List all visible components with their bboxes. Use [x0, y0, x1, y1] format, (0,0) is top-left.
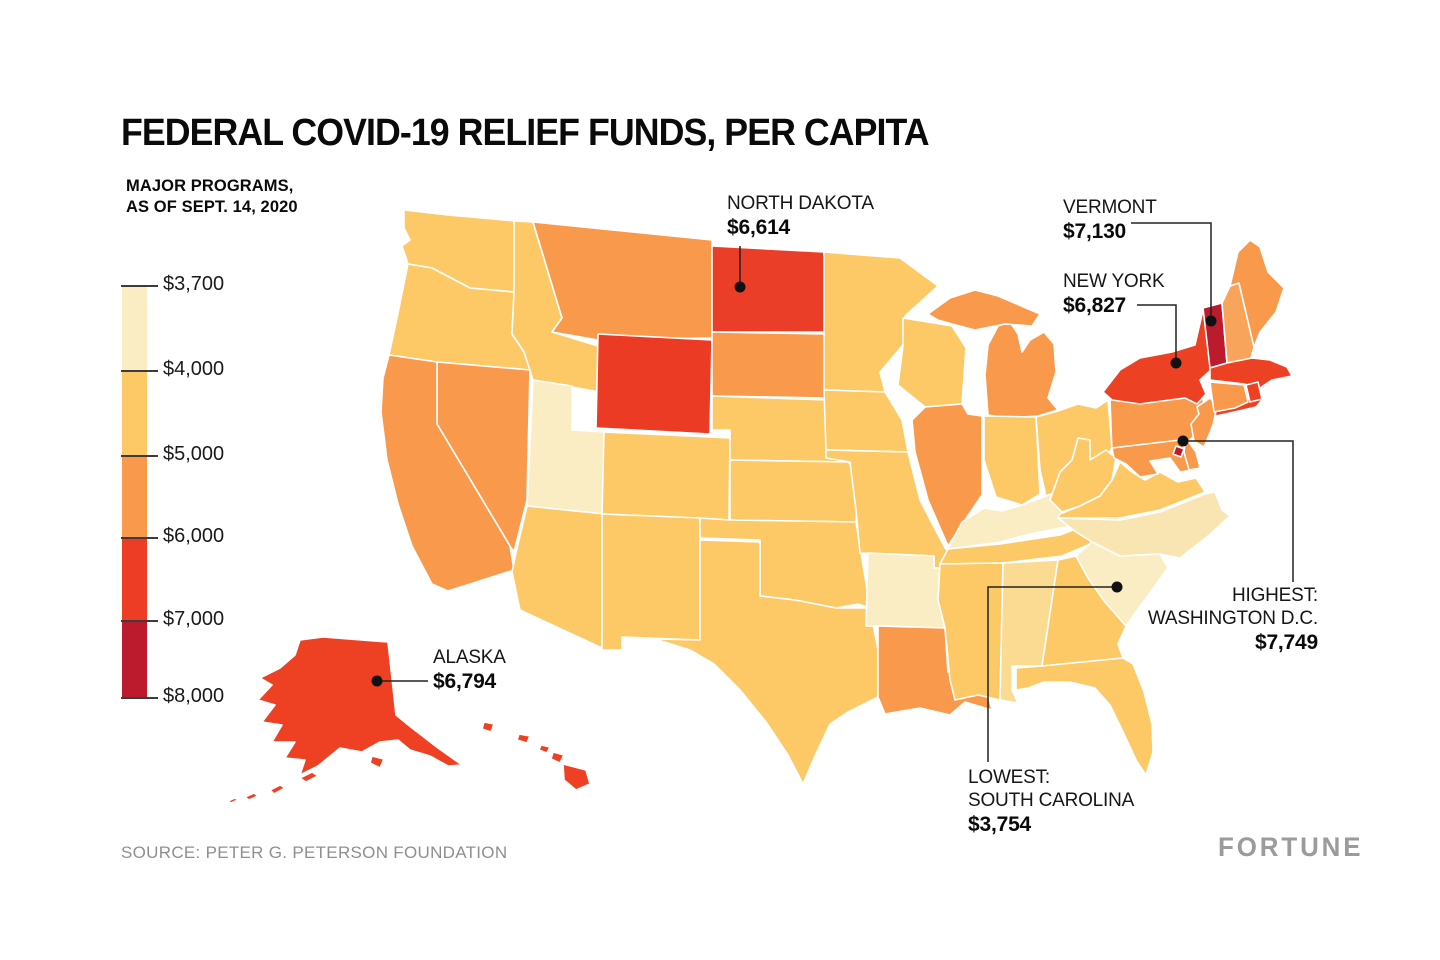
dot-north-dakota [734, 281, 746, 293]
state-IA [823, 389, 909, 453]
annotation-north-dakota: NORTH DAKOTA $6,614 [727, 192, 874, 240]
annotation-value: $7,130 [1063, 220, 1127, 243]
fortune-logo: FORTUNE [1218, 832, 1364, 862]
annotation-prefix: HIGHEST: [1231, 585, 1318, 606]
state-UT [526, 379, 607, 515]
state-NM [601, 513, 701, 651]
state-SD [711, 331, 829, 399]
annotation-state-name: NORTH DAKOTA [727, 193, 874, 214]
leader-new-york [1137, 304, 1177, 363]
leader-dots [371, 281, 1217, 687]
state-AZ [511, 505, 605, 649]
annotation-value: $6,827 [1063, 294, 1127, 317]
annotation-vermont: VERMONT $7,130 [1063, 196, 1157, 244]
dot-south-carolina [1111, 581, 1123, 593]
state-AK [227, 636, 463, 804]
annotation-south-carolina: LOWEST: SOUTH CAROLINA $3,754 [968, 766, 1134, 837]
dot-new-york [1170, 357, 1182, 369]
state-MT [532, 221, 713, 341]
annotation-value: $6,794 [433, 670, 497, 693]
leader-south-carolina [987, 586, 1117, 762]
state-ND [711, 245, 827, 333]
leader-washington-dc [1183, 440, 1294, 582]
source-credit: SOURCE: PETER G. PETERSON FOUNDATION [121, 843, 508, 862]
state-WY [595, 333, 713, 435]
state-WI [897, 317, 967, 408]
state-CA [380, 354, 515, 592]
annotation-prefix: LOWEST: [968, 767, 1051, 788]
state-CO [601, 431, 731, 521]
state-FL [1015, 657, 1154, 776]
annotation-state-name: WASHINGTON D.C. [1147, 608, 1318, 629]
subtitle-line-1: MAJOR PROGRAMS, [126, 177, 294, 195]
dot-vermont [1205, 315, 1217, 327]
leader-vermont [1131, 222, 1212, 321]
state-CT [1209, 381, 1249, 413]
subtitle-line-2: AS OF SEPT. 14, 2020 [126, 198, 298, 216]
state-TX [654, 539, 879, 785]
state-NC [1057, 491, 1231, 559]
annotation-value: $7,749 [1254, 631, 1318, 654]
state-DC [1172, 445, 1185, 458]
state-MI [927, 289, 1059, 419]
state-VA [1057, 461, 1206, 519]
state-HI [481, 721, 591, 791]
state-MA [1209, 357, 1293, 389]
leader-lines [377, 222, 1294, 762]
annotation-state-name: NEW YORK [1063, 271, 1165, 292]
annotation-alaska: ALASKA $6,794 [433, 646, 506, 694]
state-IN [983, 415, 1041, 506]
annotation-state-name: SOUTH CAROLINA [968, 790, 1135, 811]
dot-alaska [371, 675, 383, 687]
annotation-state-name: ALASKA [433, 647, 506, 668]
annotation-value: $6,614 [727, 216, 791, 239]
state-ME [1229, 239, 1285, 348]
annotation-washington-dc: HIGHEST: WASHINGTON D.C. $7,749 [1148, 584, 1318, 655]
subtitle: MAJOR PROGRAMS, AS OF SEPT. 14, 2020 [126, 176, 298, 218]
state-RI [1245, 381, 1263, 403]
dot-washington-dc [1177, 435, 1189, 447]
annotation-state-name: VERMONT [1063, 197, 1157, 218]
annotation-new-york: NEW YORK $6,827 [1063, 270, 1165, 318]
annotation-value: $3,754 [968, 813, 1032, 836]
state-KS [729, 459, 859, 523]
page-title: FEDERAL COVID-19 RELIEF FUNDS, PER CAPIT… [121, 112, 930, 154]
